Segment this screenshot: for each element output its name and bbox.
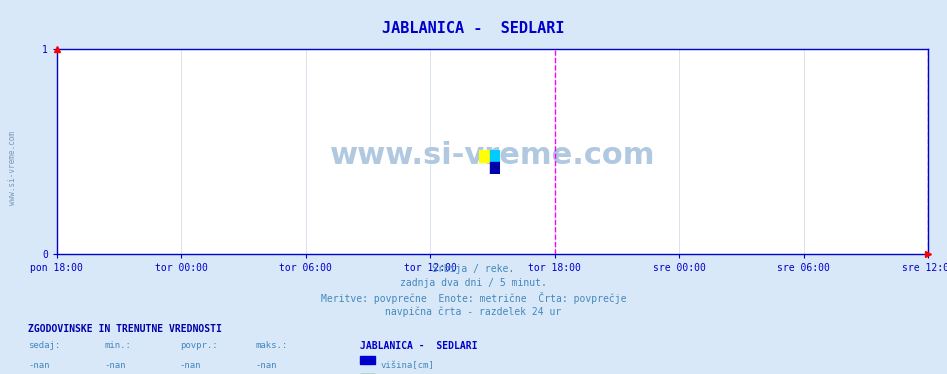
Text: Meritve: povprečne  Enote: metrične  Črta: povprečje: Meritve: povprečne Enote: metrične Črta:… <box>321 292 626 304</box>
Text: -nan: -nan <box>256 361 277 370</box>
Text: www.si-vreme.com: www.si-vreme.com <box>8 131 17 205</box>
Text: maks.:: maks.: <box>256 341 288 350</box>
Text: -nan: -nan <box>104 361 126 370</box>
Text: povpr.:: povpr.: <box>180 341 218 350</box>
Bar <box>490 162 500 174</box>
Text: ZGODOVINSKE IN TRENUTNE VREDNOSTI: ZGODOVINSKE IN TRENUTNE VREDNOSTI <box>28 324 223 334</box>
Bar <box>479 150 490 162</box>
Text: višina[cm]: višina[cm] <box>381 361 435 370</box>
Text: www.si-vreme.com: www.si-vreme.com <box>330 141 655 170</box>
Text: navpična črta - razdelek 24 ur: navpična črta - razdelek 24 ur <box>385 306 562 317</box>
Text: -nan: -nan <box>28 361 50 370</box>
Text: min.:: min.: <box>104 341 131 350</box>
Text: zadnja dva dni / 5 minut.: zadnja dva dni / 5 minut. <box>400 278 547 288</box>
Text: sedaj:: sedaj: <box>28 341 61 350</box>
Text: Srbija / reke.: Srbija / reke. <box>433 264 514 274</box>
Bar <box>490 150 500 162</box>
Text: -nan: -nan <box>180 361 202 370</box>
Text: JABLANICA -  SEDLARI: JABLANICA - SEDLARI <box>383 21 564 36</box>
Text: JABLANICA -  SEDLARI: JABLANICA - SEDLARI <box>360 341 477 352</box>
